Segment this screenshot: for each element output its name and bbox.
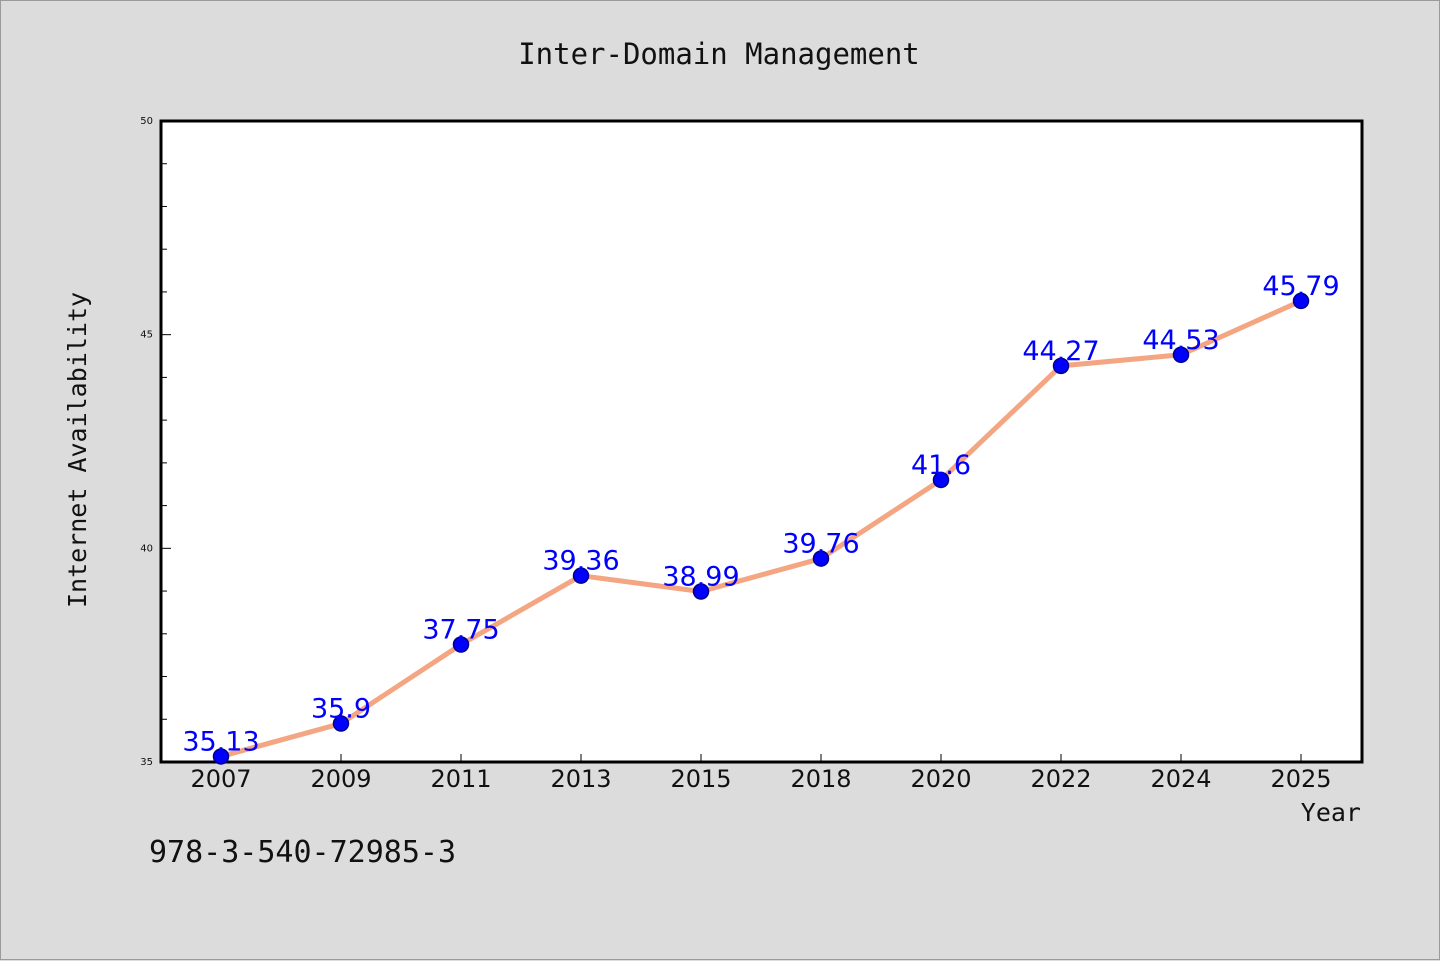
y-tick-label: 35 (140, 757, 153, 768)
x-tick-label: 2022 (1030, 765, 1091, 793)
data-point (1052, 357, 1070, 375)
x-axis-ticks: 2007 2009 2011 2013 2015 2018 2020 2022 2024 2025 (190, 754, 1332, 793)
footer-code: 978-3-540-72985-3 (149, 835, 457, 870)
data-label: 41.6 (911, 450, 971, 481)
data-label: 35.9 (311, 694, 371, 725)
x-tick-label: 2018 (790, 765, 851, 793)
data-point (572, 567, 590, 584)
data-label: 38.99 (662, 561, 739, 592)
x-tick-label: 2020 (910, 765, 971, 793)
y-tick-label: 45 (140, 330, 153, 341)
data-point (932, 471, 950, 489)
y-tick-label: 40 (140, 543, 153, 554)
x-tick-label: 2009 (310, 765, 371, 793)
data-labels: 35.13 35.9 37.75 39.36 38.99 39.76 41.6 44.27 44… (182, 271, 1339, 758)
data-point (452, 636, 470, 653)
data-point (812, 550, 830, 567)
x-tick-label: 2025 (1270, 765, 1331, 793)
data-label: 37.75 (422, 614, 499, 645)
data-label: 35.13 (182, 726, 259, 757)
x-tick-label: 2013 (550, 765, 611, 793)
y-axis-ticks: 35 40 45 50 (140, 116, 171, 768)
data-label: 39.76 (782, 529, 859, 560)
data-point (332, 715, 350, 732)
data-label: 39.36 (542, 546, 619, 577)
y-axis-label: Internet Availability (63, 292, 92, 608)
x-tick-label: 2011 (430, 765, 491, 793)
series-markers (212, 292, 1310, 765)
chart-title: Inter-Domain Management (518, 37, 920, 71)
x-axis-label: Year (1301, 798, 1361, 827)
x-tick-label: 2024 (1150, 765, 1211, 793)
series-line (218, 298, 1304, 759)
data-label: 45.79 (1262, 271, 1339, 302)
data-point (1292, 292, 1310, 310)
data-point (1172, 346, 1190, 364)
data-point (212, 748, 230, 765)
data-label: 44.27 (1022, 336, 1099, 367)
x-tick-label: 2015 (670, 765, 731, 793)
data-point (692, 583, 710, 600)
data-label: 44.53 (1142, 325, 1219, 356)
plot-area (159, 119, 1364, 764)
x-tick-label: 2007 (190, 765, 251, 793)
y-tick-label: 50 (140, 116, 153, 127)
